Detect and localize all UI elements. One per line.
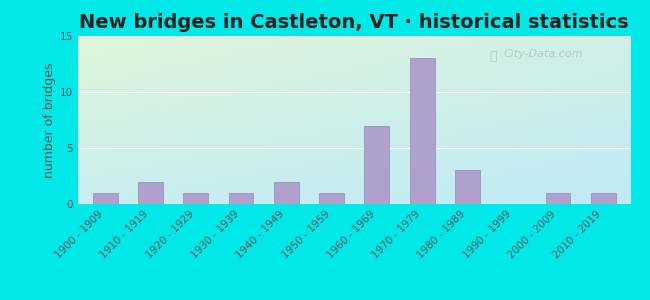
Bar (410, 58, 435, 204)
Text: ⓘ: ⓘ (489, 50, 497, 63)
Bar (93, 193, 118, 204)
Bar (319, 193, 344, 204)
Bar (455, 170, 480, 204)
Bar (183, 193, 208, 204)
Bar (229, 193, 254, 204)
Bar (545, 193, 571, 204)
Title: New bridges in Castleton, VT · historical statistics: New bridges in Castleton, VT · historica… (79, 13, 629, 32)
Bar (365, 126, 389, 204)
Bar (591, 193, 616, 204)
Bar (138, 182, 163, 204)
Text: City-Data.com: City-Data.com (503, 50, 583, 59)
Bar (274, 182, 299, 204)
Y-axis label: number of bridges: number of bridges (43, 62, 56, 178)
